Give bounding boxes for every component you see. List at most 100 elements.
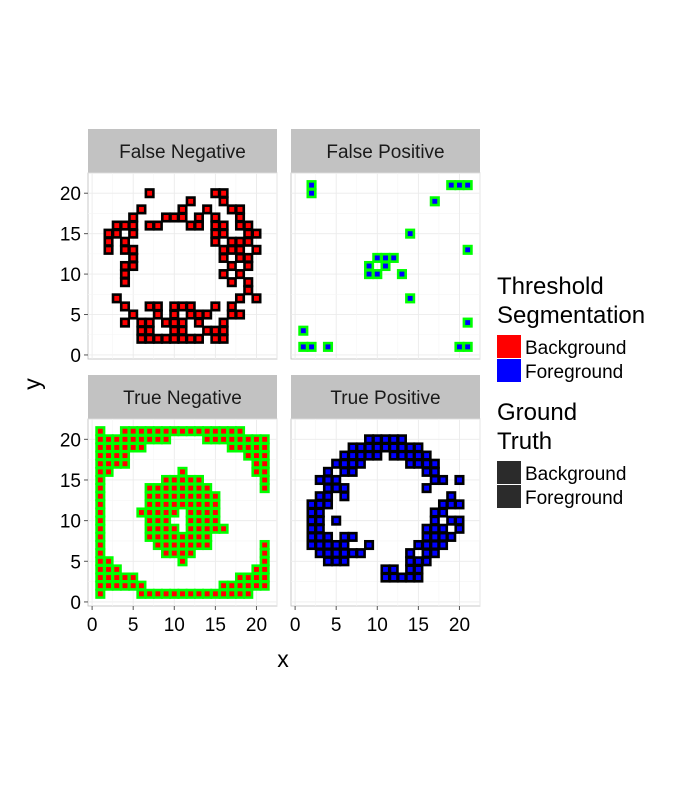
data-point (218, 434, 229, 445)
data-point (396, 442, 407, 453)
data-point (364, 434, 375, 445)
data-point (95, 483, 106, 494)
data-point (136, 333, 147, 344)
y-tick-label: 15 (60, 225, 81, 246)
data-point (218, 196, 229, 207)
data-point (128, 434, 139, 445)
data-point (103, 458, 114, 469)
data-point (144, 333, 155, 344)
data-point (169, 483, 180, 494)
legend-key (497, 461, 521, 484)
data-point (177, 531, 188, 542)
data-point (251, 458, 262, 469)
data-point (103, 450, 114, 461)
data-point (405, 548, 416, 559)
y-tick-label: 5 (70, 552, 81, 573)
y-tick-label: 0 (70, 593, 81, 614)
data-point (210, 188, 221, 199)
data-point (177, 301, 188, 312)
data-point (169, 531, 180, 542)
data-point (243, 572, 254, 583)
data-point (161, 499, 172, 510)
data-point (169, 507, 180, 518)
y-tick-label: 10 (60, 265, 81, 286)
data-point (226, 588, 237, 599)
data-point (202, 523, 213, 534)
data-point (405, 450, 416, 461)
data-point (128, 580, 139, 591)
data-point (185, 491, 196, 502)
data-point (234, 236, 246, 247)
data-point (314, 531, 325, 542)
data-point (462, 244, 473, 255)
data-point (446, 531, 457, 542)
data-point (193, 220, 204, 231)
data-point (218, 269, 229, 280)
data-point (234, 442, 246, 453)
data-point (226, 426, 237, 437)
data-point (169, 491, 180, 502)
data-point (462, 180, 473, 191)
x-tick-label: 0 (290, 615, 301, 636)
data-point (218, 523, 229, 534)
data-point (218, 325, 229, 336)
data-point (226, 301, 237, 312)
data-point (161, 333, 172, 344)
data-point (421, 539, 432, 551)
data-point (119, 580, 131, 591)
data-point (169, 301, 180, 312)
data-point (339, 531, 350, 542)
data-point (210, 325, 221, 336)
data-point (95, 434, 106, 445)
data-point (234, 269, 246, 280)
data-point (185, 474, 196, 486)
data-point (119, 301, 131, 312)
legend-item-label: Background (525, 338, 626, 359)
data-point (202, 483, 213, 494)
x-tick-label: 20 (449, 615, 470, 636)
data-point (218, 228, 229, 239)
data-point (119, 260, 131, 272)
data-point (161, 539, 172, 551)
data-point (193, 309, 204, 320)
data-point (193, 212, 204, 223)
data-point (243, 260, 254, 272)
data-point (185, 515, 196, 526)
data-point (243, 277, 254, 288)
data-point (202, 588, 213, 599)
y-tick-label: 20 (60, 184, 81, 205)
data-point (259, 556, 270, 567)
data-point (210, 220, 221, 231)
data-point (177, 491, 188, 502)
y-tick-label: 10 (60, 512, 81, 533)
data-point (136, 580, 147, 591)
data-point (103, 228, 114, 239)
data-point (111, 220, 122, 231)
y-axis: 0 5 10 15 20 (60, 184, 88, 367)
data-point (226, 204, 237, 215)
data-point (446, 491, 457, 502)
y-tick-label: 0 (70, 346, 81, 367)
data-point (251, 434, 262, 445)
data-point (339, 548, 350, 559)
data-point (331, 483, 342, 494)
data-point (193, 491, 204, 502)
data-point (144, 515, 155, 526)
data-point (226, 580, 237, 591)
data-point (405, 442, 416, 453)
data-point (185, 301, 196, 312)
data-point (243, 228, 254, 239)
data-point (95, 572, 106, 583)
panel-true-positive: True Positive 0 5 10 15 20 (290, 375, 481, 636)
data-point (331, 539, 342, 551)
points (306, 434, 465, 583)
data-point (454, 515, 465, 526)
data-point (193, 426, 204, 437)
data-point (226, 309, 237, 320)
data-point (210, 333, 221, 344)
x-tick-label: 15 (205, 615, 226, 636)
data-point (421, 556, 432, 567)
data-point (144, 499, 155, 510)
data-point (437, 474, 449, 486)
